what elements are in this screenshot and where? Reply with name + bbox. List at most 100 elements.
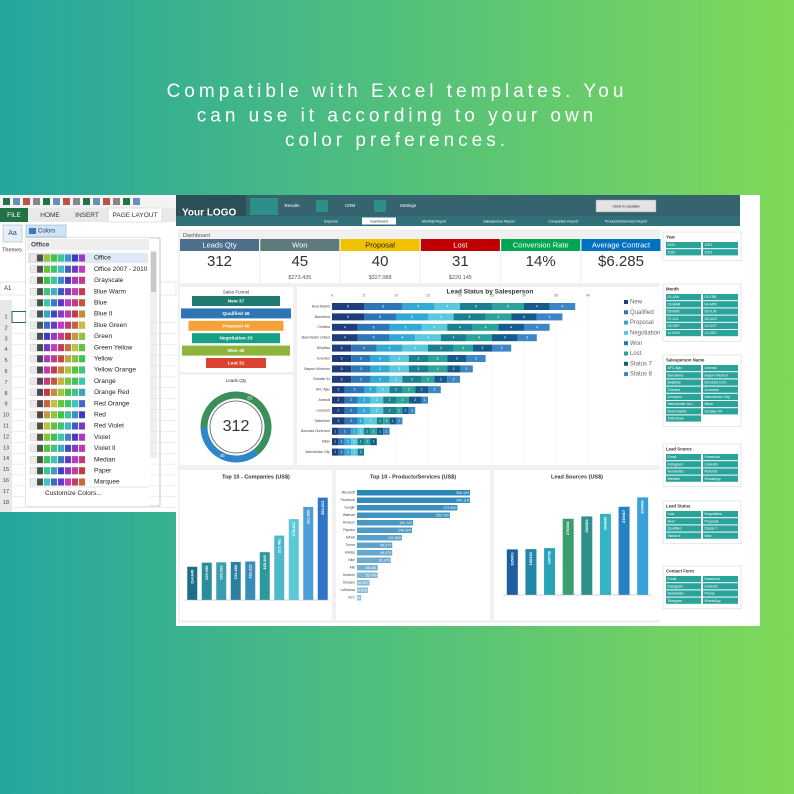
palette-swatch[interactable] — [50, 310, 58, 318]
active-subtab[interactable] — [362, 217, 396, 225]
palette-swatch[interactable] — [71, 344, 79, 352]
palette-swatch[interactable] — [78, 456, 86, 464]
slicer-item[interactable]: Instagram — [668, 462, 684, 466]
palette-swatch[interactable] — [29, 276, 37, 284]
slicer-item[interactable]: 2022 — [668, 250, 676, 254]
palette-swatch[interactable] — [29, 310, 37, 318]
palette-swatch[interactable] — [64, 444, 72, 452]
palette-swatch[interactable] — [64, 456, 72, 464]
palette-swatch[interactable] — [29, 444, 37, 452]
palette-swatch[interactable] — [64, 265, 72, 273]
slicer-item[interactable]: Phone — [705, 592, 715, 596]
slicer-item[interactable]: 11-NOV — [668, 331, 681, 335]
palette-swatch[interactable] — [57, 288, 65, 296]
slicer-item[interactable]: Real Madrid — [668, 409, 687, 413]
customize-colors[interactable]: Customize Colors... — [45, 490, 102, 497]
slicer-button[interactable] — [666, 576, 701, 583]
slicer-button[interactable] — [666, 518, 701, 525]
toolbar-icon[interactable] — [23, 198, 30, 205]
menu-item[interactable]: Blue Green — [94, 322, 127, 329]
palette-swatch[interactable] — [57, 344, 65, 352]
palette-swatch[interactable] — [50, 433, 58, 441]
slicer-button[interactable] — [703, 294, 738, 301]
palette-swatch[interactable] — [71, 288, 79, 296]
slicer-item[interactable]: Newsletter — [668, 592, 685, 596]
slicer-button[interactable] — [666, 475, 701, 482]
slicer-item[interactable]: 2023 — [705, 250, 713, 254]
menu-item[interactable]: Red Orange — [94, 400, 130, 407]
palette-swatch[interactable] — [43, 422, 51, 430]
palette-swatch[interactable] — [64, 467, 72, 475]
palette-swatch[interactable] — [78, 310, 86, 318]
palette-swatch[interactable] — [29, 332, 37, 340]
palette-swatch[interactable] — [29, 400, 37, 408]
palette-swatch[interactable] — [57, 355, 65, 363]
palette-swatch[interactable] — [36, 299, 44, 307]
palette-swatch[interactable] — [36, 332, 44, 340]
nav-icon[interactable] — [250, 198, 278, 215]
slicer-button[interactable] — [666, 365, 701, 372]
palette-swatch[interactable] — [78, 344, 86, 352]
palette-swatch[interactable] — [43, 321, 51, 329]
slicer-item[interactable]: Proposal — [705, 519, 719, 523]
palette-swatch[interactable] — [43, 478, 51, 486]
slicer-item[interactable]: 08-AUG — [705, 317, 718, 321]
menu-item[interactable]: Median — [94, 456, 116, 463]
palette-swatch[interactable] — [29, 411, 37, 419]
palette-swatch[interactable] — [50, 422, 58, 430]
palette-swatch[interactable] — [57, 456, 65, 464]
palette-swatch[interactable] — [43, 467, 51, 475]
slicer-button[interactable] — [666, 468, 701, 475]
slicer-button[interactable] — [666, 308, 701, 315]
palette-swatch[interactable] — [50, 254, 58, 262]
palette-swatch[interactable] — [43, 456, 51, 464]
palette-swatch[interactable] — [64, 321, 72, 329]
palette-swatch[interactable] — [57, 400, 65, 408]
palette-swatch[interactable] — [78, 388, 86, 396]
slicer-item[interactable]: Email — [668, 455, 677, 459]
palette-swatch[interactable] — [71, 400, 79, 408]
nav-item[interactable]: Results — [284, 203, 300, 208]
palette-swatch[interactable] — [57, 411, 65, 419]
subtab[interactable]: Dashboard — [370, 219, 388, 223]
palette-swatch[interactable] — [64, 400, 72, 408]
slicer-button[interactable] — [703, 401, 738, 408]
toolbar-icon[interactable] — [133, 198, 140, 205]
menu-item[interactable]: Office — [94, 255, 111, 262]
palette-swatch[interactable] — [36, 355, 44, 363]
nav-icon[interactable] — [374, 200, 386, 212]
palette-swatch[interactable] — [71, 388, 79, 396]
nav-item[interactable]: CRM — [345, 203, 355, 208]
palette-swatch[interactable] — [29, 467, 37, 475]
toolbar-icon[interactable] — [43, 198, 50, 205]
palette-swatch[interactable] — [57, 377, 65, 385]
palette-swatch[interactable] — [64, 433, 72, 441]
palette-swatch[interactable] — [71, 276, 79, 284]
palette-swatch[interactable] — [71, 355, 79, 363]
slicer-item[interactable]: Beşiktaş — [668, 381, 681, 385]
palette-swatch[interactable] — [50, 388, 58, 396]
menu-item[interactable]: Violet II — [94, 445, 116, 452]
palette-swatch[interactable] — [71, 478, 79, 486]
file-tab[interactable] — [0, 208, 28, 222]
slicer-button[interactable] — [703, 315, 738, 322]
subtab[interactable]: Companies Report — [548, 219, 578, 223]
slicer-item[interactable]: 05-MAY — [668, 310, 681, 314]
palette-swatch[interactable] — [64, 366, 72, 374]
slicer-button[interactable] — [666, 301, 701, 308]
palette-swatch[interactable] — [36, 433, 44, 441]
slicer-button[interactable] — [703, 386, 738, 393]
toolbar-icon[interactable] — [103, 198, 110, 205]
palette-swatch[interactable] — [64, 344, 72, 352]
palette-swatch[interactable] — [78, 400, 86, 408]
palette-swatch[interactable] — [78, 444, 86, 452]
slicer-item[interactable]: Juventus — [705, 388, 719, 392]
palette-swatch[interactable] — [43, 299, 51, 307]
palette-swatch[interactable] — [36, 276, 44, 284]
palette-swatch[interactable] — [36, 400, 44, 408]
palette-swatch[interactable] — [57, 422, 65, 430]
nav-item[interactable]: Settings — [400, 203, 417, 208]
palette-swatch[interactable] — [71, 332, 79, 340]
slicer-button[interactable] — [666, 511, 701, 518]
palette-swatch[interactable] — [71, 456, 79, 464]
